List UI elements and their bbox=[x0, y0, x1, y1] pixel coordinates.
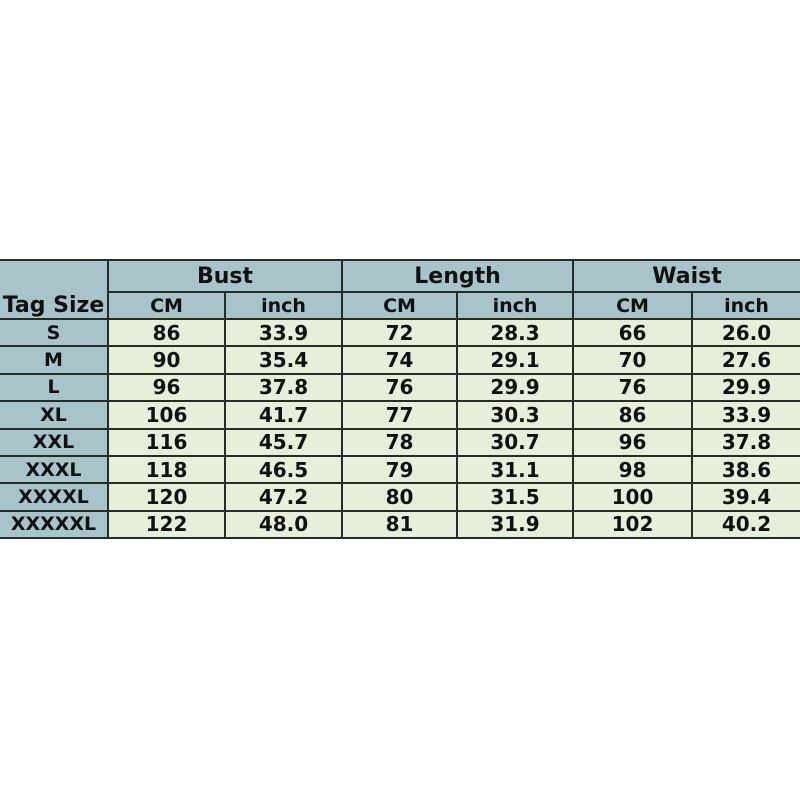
bust-cm-value: 86 bbox=[107, 317, 226, 348]
bust-inch-value: 47.2 bbox=[223, 482, 344, 512]
length-inch-value: 30.3 bbox=[456, 400, 575, 430]
length-inch-header: inch bbox=[456, 291, 575, 320]
bust-cm-value: 116 bbox=[107, 427, 226, 457]
length-inch-value: 31.1 bbox=[456, 454, 575, 485]
length-inch-value: 29.1 bbox=[456, 345, 575, 375]
length-cm-header: CM bbox=[341, 291, 459, 320]
bust-inch-value: 48.0 bbox=[223, 509, 344, 540]
length-cm-value: 78 bbox=[341, 427, 459, 457]
length-cm-value: 81 bbox=[341, 509, 459, 540]
size-row-xxxxxl: XXXXXL 122 48.0 81 31.9 102 40.2 bbox=[0, 509, 800, 540]
bust-inch-value: 35.4 bbox=[223, 345, 344, 375]
size-row-xxxl: XXXL 118 46.5 79 31.1 98 38.6 bbox=[0, 454, 800, 485]
bust-cm-value: 90 bbox=[107, 345, 226, 375]
waist-inch-value: 26.0 bbox=[691, 317, 800, 348]
length-inch-value: 31.9 bbox=[456, 509, 575, 540]
bust-cm-value: 96 bbox=[107, 372, 226, 403]
length-inch-value: 31.5 bbox=[456, 482, 575, 512]
length-inch-value: 28.3 bbox=[456, 317, 575, 348]
tag-size-cell: XXXXL bbox=[0, 482, 109, 512]
tag-size-cell: XXXXXL bbox=[0, 509, 109, 540]
column-group-length: Length bbox=[341, 259, 575, 293]
measure-group-row: Tag Size Bust Length Waist bbox=[0, 259, 800, 320]
tag-size-cell: XXXL bbox=[0, 454, 109, 485]
size-row-xl: XL 106 41.7 77 30.3 86 33.9 bbox=[0, 400, 800, 430]
size-chart-table: Tag Size Bust Length Waist CM inch CM in… bbox=[0, 259, 800, 540]
column-group-bust: Bust bbox=[106, 259, 344, 293]
length-cm-value: 72 bbox=[341, 317, 459, 348]
waist-inch-value: 39.4 bbox=[691, 482, 800, 512]
waist-inch-value: 37.8 bbox=[691, 427, 800, 457]
bust-cm-value: 106 bbox=[107, 400, 226, 430]
bust-cm-header: CM bbox=[108, 291, 226, 320]
waist-inch-value: 27.6 bbox=[691, 345, 800, 375]
column-group-waist: Waist bbox=[572, 259, 800, 293]
length-cm-value: 74 bbox=[341, 345, 459, 375]
size-chart: Tag Size Bust Length Waist CM inch CM in… bbox=[0, 259, 800, 540]
bust-inch-header: inch bbox=[223, 291, 344, 320]
bust-inch-value: 45.7 bbox=[223, 427, 344, 457]
waist-inch-value: 29.9 bbox=[691, 372, 800, 403]
bust-cm-value: 118 bbox=[107, 454, 226, 485]
size-row-m: M 90 35.4 74 29.1 70 27.6 bbox=[0, 345, 800, 375]
waist-cm-value: 98 bbox=[572, 454, 694, 485]
length-inch-value: 30.7 bbox=[456, 427, 575, 457]
size-row-xxxxl: XXXXL 120 47.2 80 31.5 100 39.4 bbox=[0, 482, 800, 512]
corner-header-tag-size: Tag Size bbox=[0, 259, 109, 320]
waist-cm-value: 70 bbox=[572, 345, 694, 375]
waist-inch-value: 40.2 bbox=[691, 509, 800, 540]
bust-inch-value: 46.5 bbox=[223, 454, 344, 485]
length-cm-value: 80 bbox=[341, 482, 459, 512]
waist-cm-value: 66 bbox=[572, 317, 694, 348]
waist-inch-header: inch bbox=[691, 291, 800, 320]
bust-cm-value: 120 bbox=[107, 482, 226, 512]
tag-size-cell: S bbox=[0, 317, 109, 348]
size-row-xxl: XXL 116 45.7 78 30.7 96 37.8 bbox=[0, 427, 800, 457]
length-cm-value: 76 bbox=[341, 372, 459, 403]
unit-header-row: CM inch CM inch CM inch bbox=[0, 291, 800, 320]
tag-size-cell: XL bbox=[0, 400, 109, 430]
tag-size-cell: L bbox=[0, 372, 109, 403]
bust-inch-value: 33.9 bbox=[223, 317, 344, 348]
waist-cm-value: 86 bbox=[572, 400, 694, 430]
length-inch-value: 29.9 bbox=[456, 372, 575, 403]
length-cm-value: 77 bbox=[341, 400, 459, 430]
size-row-s: S 86 33.9 72 28.3 66 26.0 bbox=[0, 317, 800, 348]
length-cm-value: 79 bbox=[341, 454, 459, 485]
waist-cm-value: 102 bbox=[572, 509, 694, 540]
waist-cm-value: 96 bbox=[572, 427, 694, 457]
tag-size-cell: M bbox=[0, 345, 109, 375]
bust-inch-value: 37.8 bbox=[223, 372, 344, 403]
bust-inch-value: 41.7 bbox=[223, 400, 344, 430]
waist-cm-value: 76 bbox=[572, 372, 694, 403]
waist-cm-header: CM bbox=[572, 291, 694, 320]
waist-cm-value: 100 bbox=[572, 482, 694, 512]
tag-size-cell: XXL bbox=[0, 427, 109, 457]
size-row-l: L 96 37.8 76 29.9 76 29.9 bbox=[0, 372, 800, 403]
waist-inch-value: 38.6 bbox=[691, 454, 800, 485]
waist-inch-value: 33.9 bbox=[691, 400, 800, 430]
bust-cm-value: 122 bbox=[107, 509, 226, 540]
